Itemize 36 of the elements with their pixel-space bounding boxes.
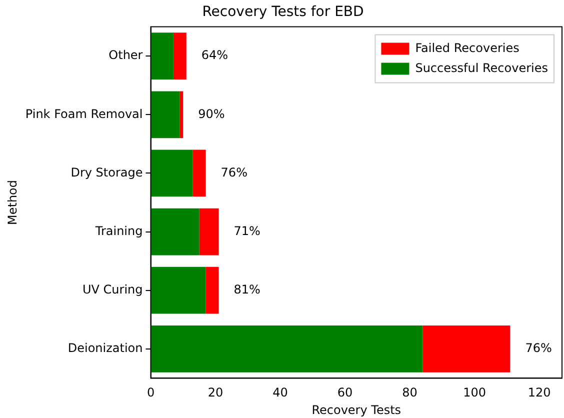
- annotation: 81%: [234, 282, 260, 296]
- bar: [150, 266, 206, 314]
- legend-label: Failed Recoveries: [415, 40, 520, 55]
- y-axis-title: Method: [5, 180, 20, 226]
- x-tick-label: 20: [208, 386, 224, 400]
- bar: [173, 32, 186, 80]
- x-tick-label: 120: [528, 386, 551, 400]
- y-tick-label: Deionization: [68, 341, 143, 356]
- bar: [206, 266, 219, 314]
- bar: [150, 91, 180, 138]
- y-tick-label: Other: [108, 48, 143, 62]
- bar: [192, 150, 206, 197]
- y-tick-label: Dry Storage: [70, 165, 143, 180]
- bar: [199, 208, 219, 256]
- annotation: 76%: [220, 165, 248, 180]
- x-tick-label: 40: [272, 386, 288, 400]
- x-axis-title: Recovery Tests: [312, 402, 402, 417]
- bar: [422, 325, 510, 372]
- x-tick-label: 100: [463, 386, 486, 400]
- bar: [150, 32, 174, 80]
- annotation: 71%: [234, 224, 260, 238]
- x-tick-label: 60: [337, 386, 353, 400]
- y-tick-label: Pink Foam Removal: [25, 106, 143, 121]
- bar: [180, 91, 184, 138]
- chart-title: Recovery Tests for EBD: [202, 4, 364, 20]
- x-tick-label: 0: [146, 386, 155, 400]
- y-tick-label: UV Curing: [82, 282, 143, 296]
- legend-label: Successful Recoveries: [415, 60, 548, 75]
- y-tick-label: Training: [94, 224, 143, 238]
- annotation: 64%: [201, 48, 228, 62]
- annotation: 76%: [525, 341, 552, 356]
- bar: [150, 150, 193, 197]
- x-tick-label: 80: [402, 386, 418, 400]
- bar: [150, 325, 423, 372]
- annotation: 90%: [198, 106, 225, 121]
- bar: [150, 208, 200, 256]
